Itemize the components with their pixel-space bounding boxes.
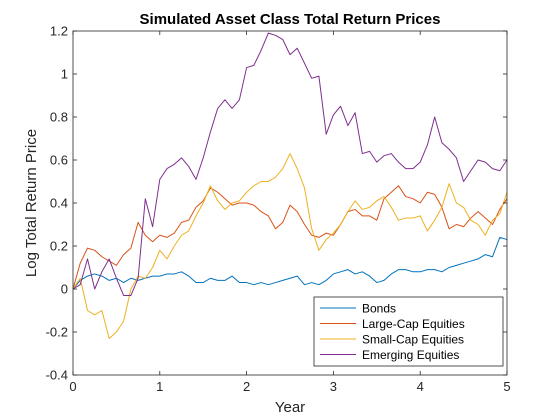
legend-label: Emerging Equities [362, 348, 459, 362]
y-tick-label: 0.8 [50, 110, 68, 125]
x-tick-label: 2 [243, 379, 250, 394]
y-tick-label: 0 [61, 282, 68, 297]
y-tick-label: 0.2 [50, 239, 68, 254]
legend-label: Small-Cap Equities [362, 333, 464, 347]
tick-layer: 0 1 2 3 4 5 -0.4 -0.2 0 0.2 0.4 0.6 0.8 1 1.2 [46, 24, 511, 395]
y-tick-label: 0.6 [50, 153, 68, 168]
y-tick-label: 1 [61, 67, 68, 82]
y-tick-label: 1.2 [50, 24, 68, 39]
chart-title: Simulated Asset Class Total Return Price… [140, 11, 441, 28]
x-tick-label: 1 [156, 379, 163, 394]
y-axis-label: Log Total Return Price [23, 129, 40, 277]
series-layer [72, 32, 508, 339]
series-line-small-cap-equities [72, 153, 508, 339]
x-tick-label: 5 [503, 379, 510, 394]
series-line-large-cap-equities [72, 185, 508, 290]
x-tick-label: 4 [417, 379, 424, 394]
x-tick-label: 0 [69, 379, 76, 394]
y-tick-label: -0.4 [46, 368, 68, 383]
x-axis-label: Year [275, 399, 305, 416]
legend-label: Bonds [362, 302, 396, 316]
y-tick-label: 0.4 [50, 196, 68, 211]
series-line-emerging-equities [72, 32, 508, 296]
legend-label: Large-Cap Equities [362, 317, 465, 331]
y-tick-label: -0.2 [46, 325, 68, 340]
x-tick-label: 3 [330, 379, 337, 394]
